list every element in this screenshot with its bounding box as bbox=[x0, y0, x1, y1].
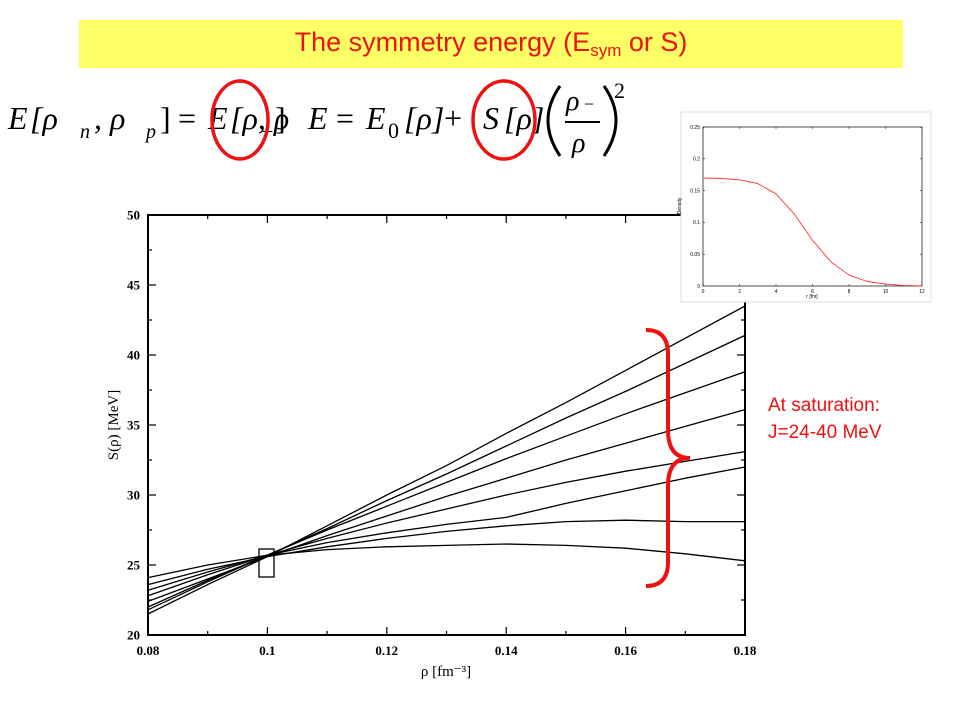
eq-frac-num-sub: − bbox=[584, 94, 594, 114]
eq-equals-1: = bbox=[178, 100, 196, 136]
eq-comma-rho: , ρ bbox=[94, 100, 125, 136]
eq-right-paren bbox=[602, 85, 618, 157]
eq-plus: + bbox=[444, 100, 462, 136]
series-line-5 bbox=[147, 450, 746, 597]
annotation-line-1: At saturation: bbox=[768, 395, 880, 416]
y-tick-label: 40 bbox=[127, 348, 140, 363]
y-tick-label: 45 bbox=[127, 278, 141, 293]
eq-sub-n: n bbox=[80, 121, 90, 143]
y-axis-label: S(ρ) [MeV] bbox=[106, 390, 122, 460]
saturation-range-brace bbox=[645, 328, 691, 588]
y-tick-label: 35 bbox=[127, 418, 141, 433]
eq-left-paren bbox=[546, 85, 562, 157]
title-subscript: sym bbox=[590, 41, 622, 60]
plot-frame bbox=[147, 214, 746, 636]
eq-rhs-args: [ρ, ρ bbox=[230, 100, 289, 136]
eq-equals-2: = bbox=[336, 100, 354, 136]
eq-e0: E bbox=[365, 100, 386, 136]
eq-frac-denominator: ρ bbox=[571, 128, 585, 159]
symmetry-energy-equation: E [ρ n , ρ p ] = E [ρ, ρ − ] E = E 0 [ρ]… bbox=[7, 78, 625, 161]
eq-rhs-close: ] bbox=[275, 100, 286, 136]
eq-e0-args: [ρ] bbox=[404, 100, 444, 136]
series-line-4 bbox=[147, 408, 746, 603]
eq-lhs-args: [ρ bbox=[30, 100, 58, 136]
x-tick-label: 0.12 bbox=[375, 643, 398, 658]
eq-sub-p: p bbox=[144, 121, 156, 143]
x-axis-label: ρ [fm⁻³] bbox=[421, 664, 471, 680]
series-line-1 bbox=[147, 334, 746, 611]
eq-e-label: E bbox=[307, 100, 328, 136]
y-tick-label: 30 bbox=[127, 488, 140, 503]
eq-sub-zero: 0 bbox=[388, 118, 399, 143]
series-line-7 bbox=[147, 519, 745, 586]
x-tick-label: 0.16 bbox=[614, 643, 637, 658]
x-tick-label: 0.18 bbox=[734, 643, 757, 658]
annotation-line-2: J=24-40 MeV bbox=[768, 422, 882, 443]
page-title: The symmetry energy (Esym or S) bbox=[294, 27, 688, 60]
crossing-point-marker bbox=[258, 548, 275, 578]
series-line-2 bbox=[147, 305, 746, 615]
highlight-circle-s-rho bbox=[471, 79, 537, 161]
highlight-circle-rho-minus bbox=[210, 79, 270, 161]
y-tick-label: 20 bbox=[127, 628, 140, 643]
series-line-8 bbox=[147, 543, 746, 579]
eq-s-args: [ρ] bbox=[504, 100, 544, 136]
series-line-3 bbox=[147, 371, 746, 608]
saturation-annotation: At saturation: J=24-40 MeV bbox=[768, 392, 882, 446]
x-tick-label: 0.08 bbox=[137, 643, 160, 658]
y-tick-label: 50 bbox=[127, 208, 140, 223]
eq-frac-numerator: ρ bbox=[565, 86, 579, 117]
title-banner: The symmetry energy (Esym or S) bbox=[79, 20, 903, 68]
eq-s-label: S bbox=[483, 100, 499, 136]
series-line-6 bbox=[147, 466, 746, 591]
x-tick-label: 0.14 bbox=[495, 643, 518, 658]
x-tick-label: 0.1 bbox=[259, 643, 275, 658]
eq-lhs-e: E bbox=[7, 100, 28, 136]
eq-exponent: 2 bbox=[614, 78, 625, 103]
y-tick-label: 25 bbox=[127, 558, 141, 573]
eq-lhs-close: ] bbox=[160, 100, 171, 136]
